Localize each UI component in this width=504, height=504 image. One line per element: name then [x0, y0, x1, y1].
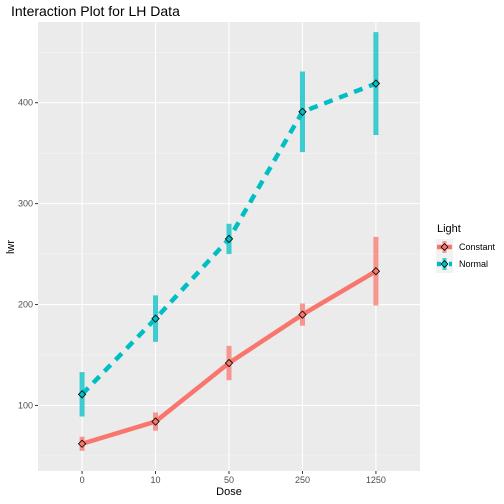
data-point-constant	[371, 267, 381, 276]
data-point-constant	[298, 310, 307, 319]
data-point-normal	[298, 107, 307, 116]
data-points	[77, 79, 381, 448]
data-point-constant	[77, 439, 87, 448]
x-tick-label: 10	[151, 475, 161, 485]
axes: 100 200 300 400 0 10 50 250 1250	[18, 98, 386, 485]
data-point-normal	[77, 390, 87, 399]
legend-key-point	[440, 260, 449, 268]
data-point-normal	[224, 234, 234, 244]
y-tick-label: 300	[18, 199, 33, 209]
y-tick-label: 200	[18, 300, 33, 310]
data-point-constant	[224, 358, 234, 368]
legend-items: Constant Normal	[436, 239, 496, 273]
data-point-normal	[151, 314, 160, 323]
legend-label-constant: Constant	[459, 242, 496, 252]
legend-title: Light	[437, 223, 461, 235]
x-tick-label: 0	[80, 475, 85, 485]
x-tick-label: 50	[224, 475, 234, 485]
data-point-constant	[151, 417, 160, 426]
legend: Light Constant Normal	[436, 223, 496, 273]
chart-title: Interaction Plot for LH Data	[11, 3, 180, 19]
y-tick-label: 100	[18, 400, 33, 410]
x-axis-title: Dose	[216, 486, 242, 498]
data-point-normal	[371, 79, 381, 88]
legend-label-normal: Normal	[459, 259, 488, 269]
x-tick-label: 250	[295, 475, 310, 485]
legend-key-normal	[436, 256, 453, 273]
y-tick-label: 400	[18, 98, 33, 108]
x-tick-label: 1250	[366, 475, 386, 485]
legend-key-constant	[436, 239, 453, 256]
legend-key-point	[440, 243, 449, 251]
y-axis-title: lwr	[5, 240, 17, 254]
